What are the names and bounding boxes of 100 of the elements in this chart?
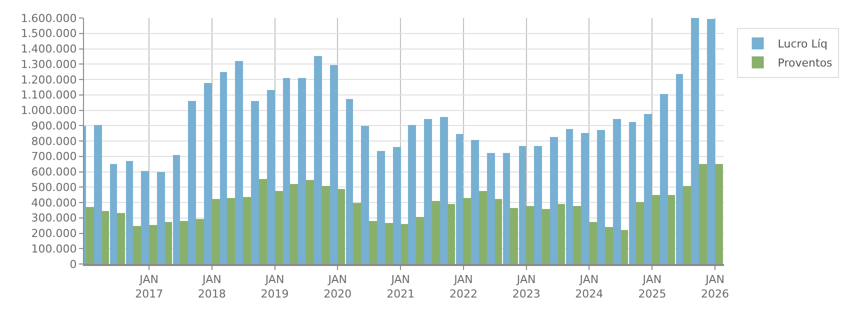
- bar: [251, 101, 259, 264]
- bar: [243, 197, 251, 264]
- x-tick-label: JAN 2018: [198, 273, 226, 300]
- y-tick-label: 300.000: [31, 212, 77, 225]
- bar: [188, 101, 196, 264]
- bar: [558, 204, 565, 264]
- y-tick-label: 900.000: [31, 119, 77, 132]
- bar: [235, 61, 243, 264]
- bar: [338, 189, 345, 264]
- y-tick-label: 600.000: [31, 166, 77, 179]
- bar: [346, 99, 353, 264]
- bar: [644, 114, 652, 264]
- bar: [471, 140, 479, 264]
- bar: [322, 186, 330, 264]
- bar: [165, 222, 172, 264]
- bar: [102, 211, 109, 264]
- bar: [314, 56, 322, 264]
- bar: [180, 221, 188, 264]
- bar: [369, 221, 377, 264]
- x-tick-label: JAN 2021: [386, 273, 415, 300]
- bar: [566, 129, 573, 264]
- bar: [534, 146, 542, 264]
- x-tick-label: JAN 2026: [701, 273, 730, 300]
- y-tick-label: 200.000: [31, 227, 77, 240]
- bar: [126, 161, 133, 264]
- bar: [220, 72, 227, 264]
- bar: [298, 78, 306, 264]
- bar: [487, 153, 495, 264]
- bar: [117, 213, 125, 264]
- bar: [401, 224, 408, 264]
- bar: [283, 78, 290, 264]
- bar: [495, 199, 502, 264]
- bar: [519, 146, 526, 264]
- bar: [715, 164, 723, 264]
- bar: [416, 217, 424, 264]
- bar: [581, 133, 589, 264]
- bar: [440, 117, 448, 264]
- x-tick-label: JAN 2025: [638, 273, 666, 300]
- legend-label: Lucro Líq: [778, 38, 828, 51]
- y-tick-label: 700.000: [31, 150, 77, 164]
- bar: [463, 198, 471, 264]
- x-tick-label: JAN 2019: [260, 273, 289, 300]
- y-tick-label: 1.000.000: [20, 104, 77, 118]
- bar: [621, 230, 628, 264]
- bar: [424, 119, 432, 264]
- bar: [393, 147, 401, 264]
- bar: [157, 172, 165, 264]
- bar: [573, 206, 581, 264]
- bar: [227, 198, 235, 264]
- y-tick-label: 1.400.000: [20, 42, 77, 56]
- bar: [456, 134, 463, 264]
- bar: [691, 18, 699, 264]
- bar: [510, 208, 518, 264]
- bar: [361, 126, 369, 264]
- x-tick-label: JAN 2017: [135, 273, 164, 300]
- bar: [259, 179, 267, 264]
- y-tick-label: 1.100.000: [20, 88, 77, 102]
- bar: [149, 225, 157, 264]
- bar: [707, 19, 715, 264]
- bar: [526, 206, 534, 264]
- bar: [699, 164, 707, 264]
- bar: [290, 184, 298, 264]
- bar: [542, 209, 550, 264]
- bar: [652, 195, 660, 264]
- bar: [330, 65, 338, 264]
- bar: [94, 125, 102, 264]
- y-tick-label: 1.600.000: [20, 12, 77, 25]
- bar: [141, 171, 149, 264]
- bar: [110, 164, 117, 264]
- y-tick-label: 1.300.000: [20, 58, 77, 71]
- bar: [385, 223, 393, 264]
- bar: [173, 155, 180, 264]
- bar: [629, 122, 636, 264]
- bar: [597, 130, 605, 264]
- bar: [636, 202, 644, 264]
- x-tick-label: JAN 2022: [449, 273, 478, 300]
- x-tick-label: JAN 2020: [324, 273, 352, 300]
- bar: [353, 203, 361, 264]
- y-tick-label: 400.000: [31, 196, 77, 210]
- bar: [589, 222, 597, 264]
- y-tick-label: 1.500.000: [20, 27, 77, 40]
- bar: [683, 186, 691, 264]
- bar: [432, 201, 440, 264]
- bar: [267, 90, 275, 264]
- bar: [448, 204, 455, 264]
- bar: [408, 125, 416, 264]
- bar: [503, 153, 510, 264]
- legend-label: Proventos: [778, 56, 833, 70]
- bar: [377, 151, 385, 264]
- bar: [275, 191, 283, 264]
- bar: [668, 195, 675, 264]
- bar: [196, 219, 204, 264]
- x-tick-label: JAN 2024: [575, 273, 604, 300]
- bar: [479, 191, 487, 264]
- y-tick-label: 800.000: [31, 134, 77, 148]
- bar: [676, 74, 683, 264]
- bar: [212, 199, 220, 264]
- bar: [660, 94, 668, 264]
- bar: [613, 119, 621, 264]
- y-tick-label: 0: [70, 258, 77, 271]
